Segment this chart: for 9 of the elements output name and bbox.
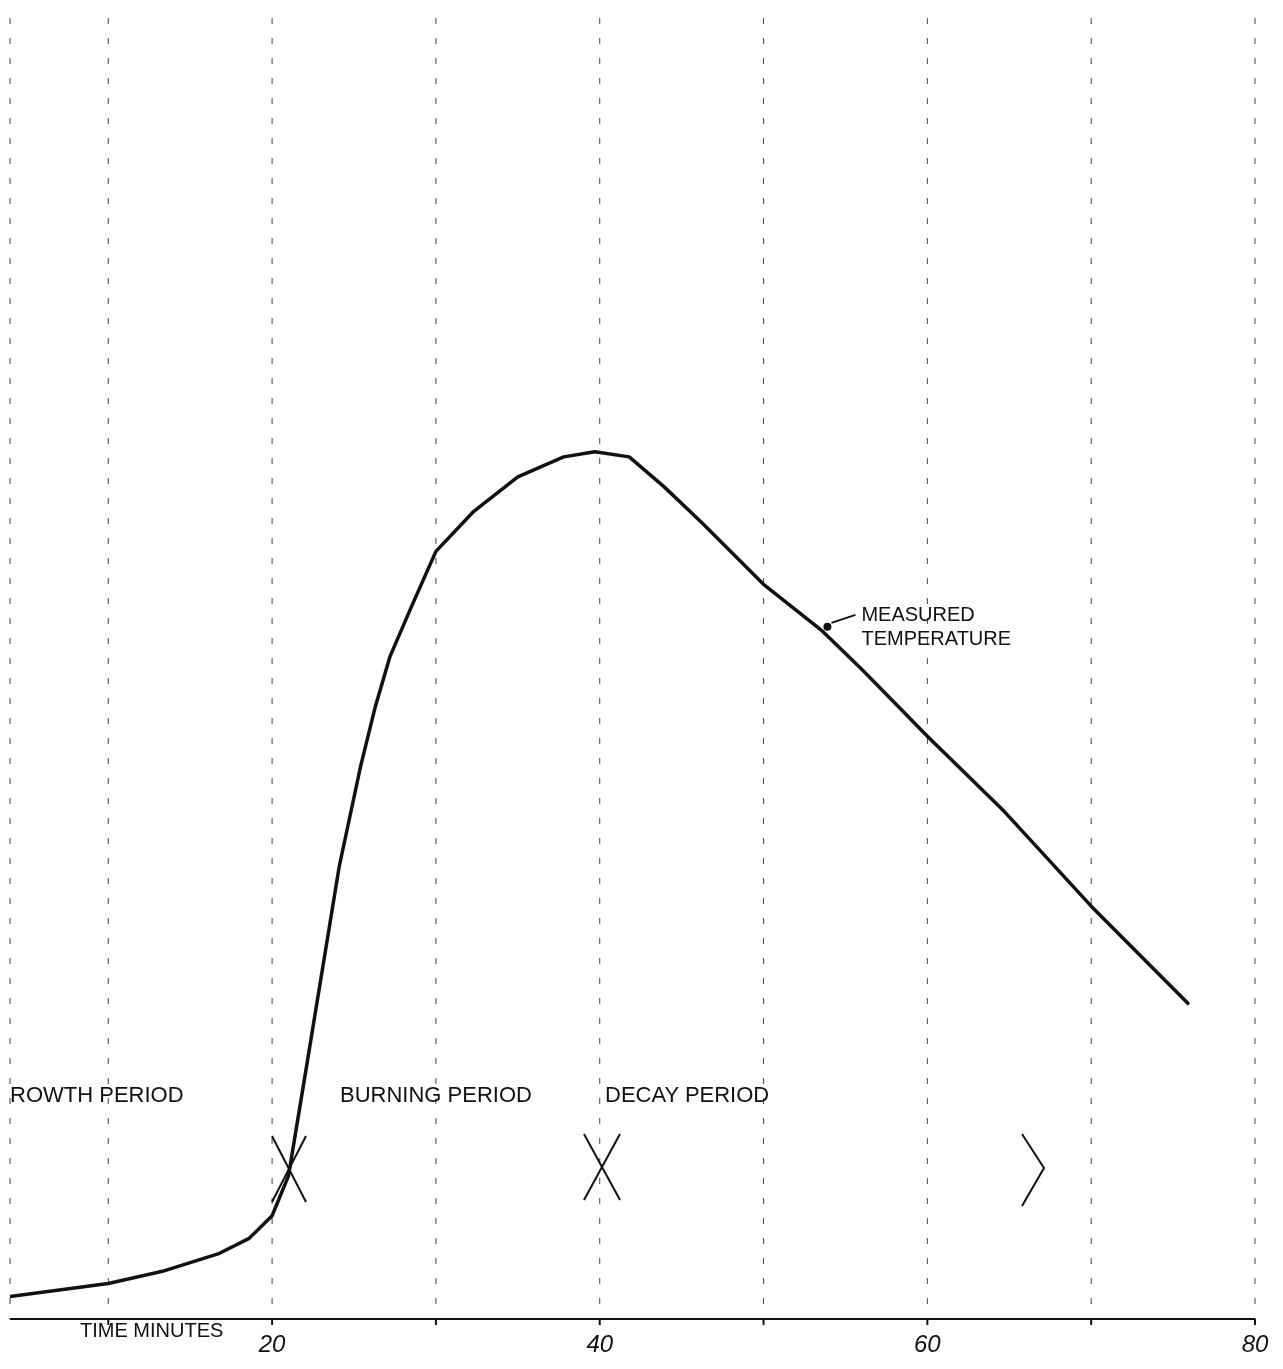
x-tick-label: 60 [914, 1330, 942, 1358]
x-tick-label: 20 [257, 1330, 287, 1358]
x-tick-label: 40 [586, 1330, 614, 1358]
annotation: BURNING PERIOD [340, 1082, 532, 1108]
annotation: ROWTH PERIOD [10, 1082, 184, 1108]
x-tick-label: 80 [1241, 1330, 1269, 1358]
x-axis-title: TIME MINUTES [80, 1319, 224, 1342]
annotation: DECAY PERIOD [605, 1082, 770, 1108]
annotation: MEASURED TEMPERATURE [861, 602, 1012, 649]
